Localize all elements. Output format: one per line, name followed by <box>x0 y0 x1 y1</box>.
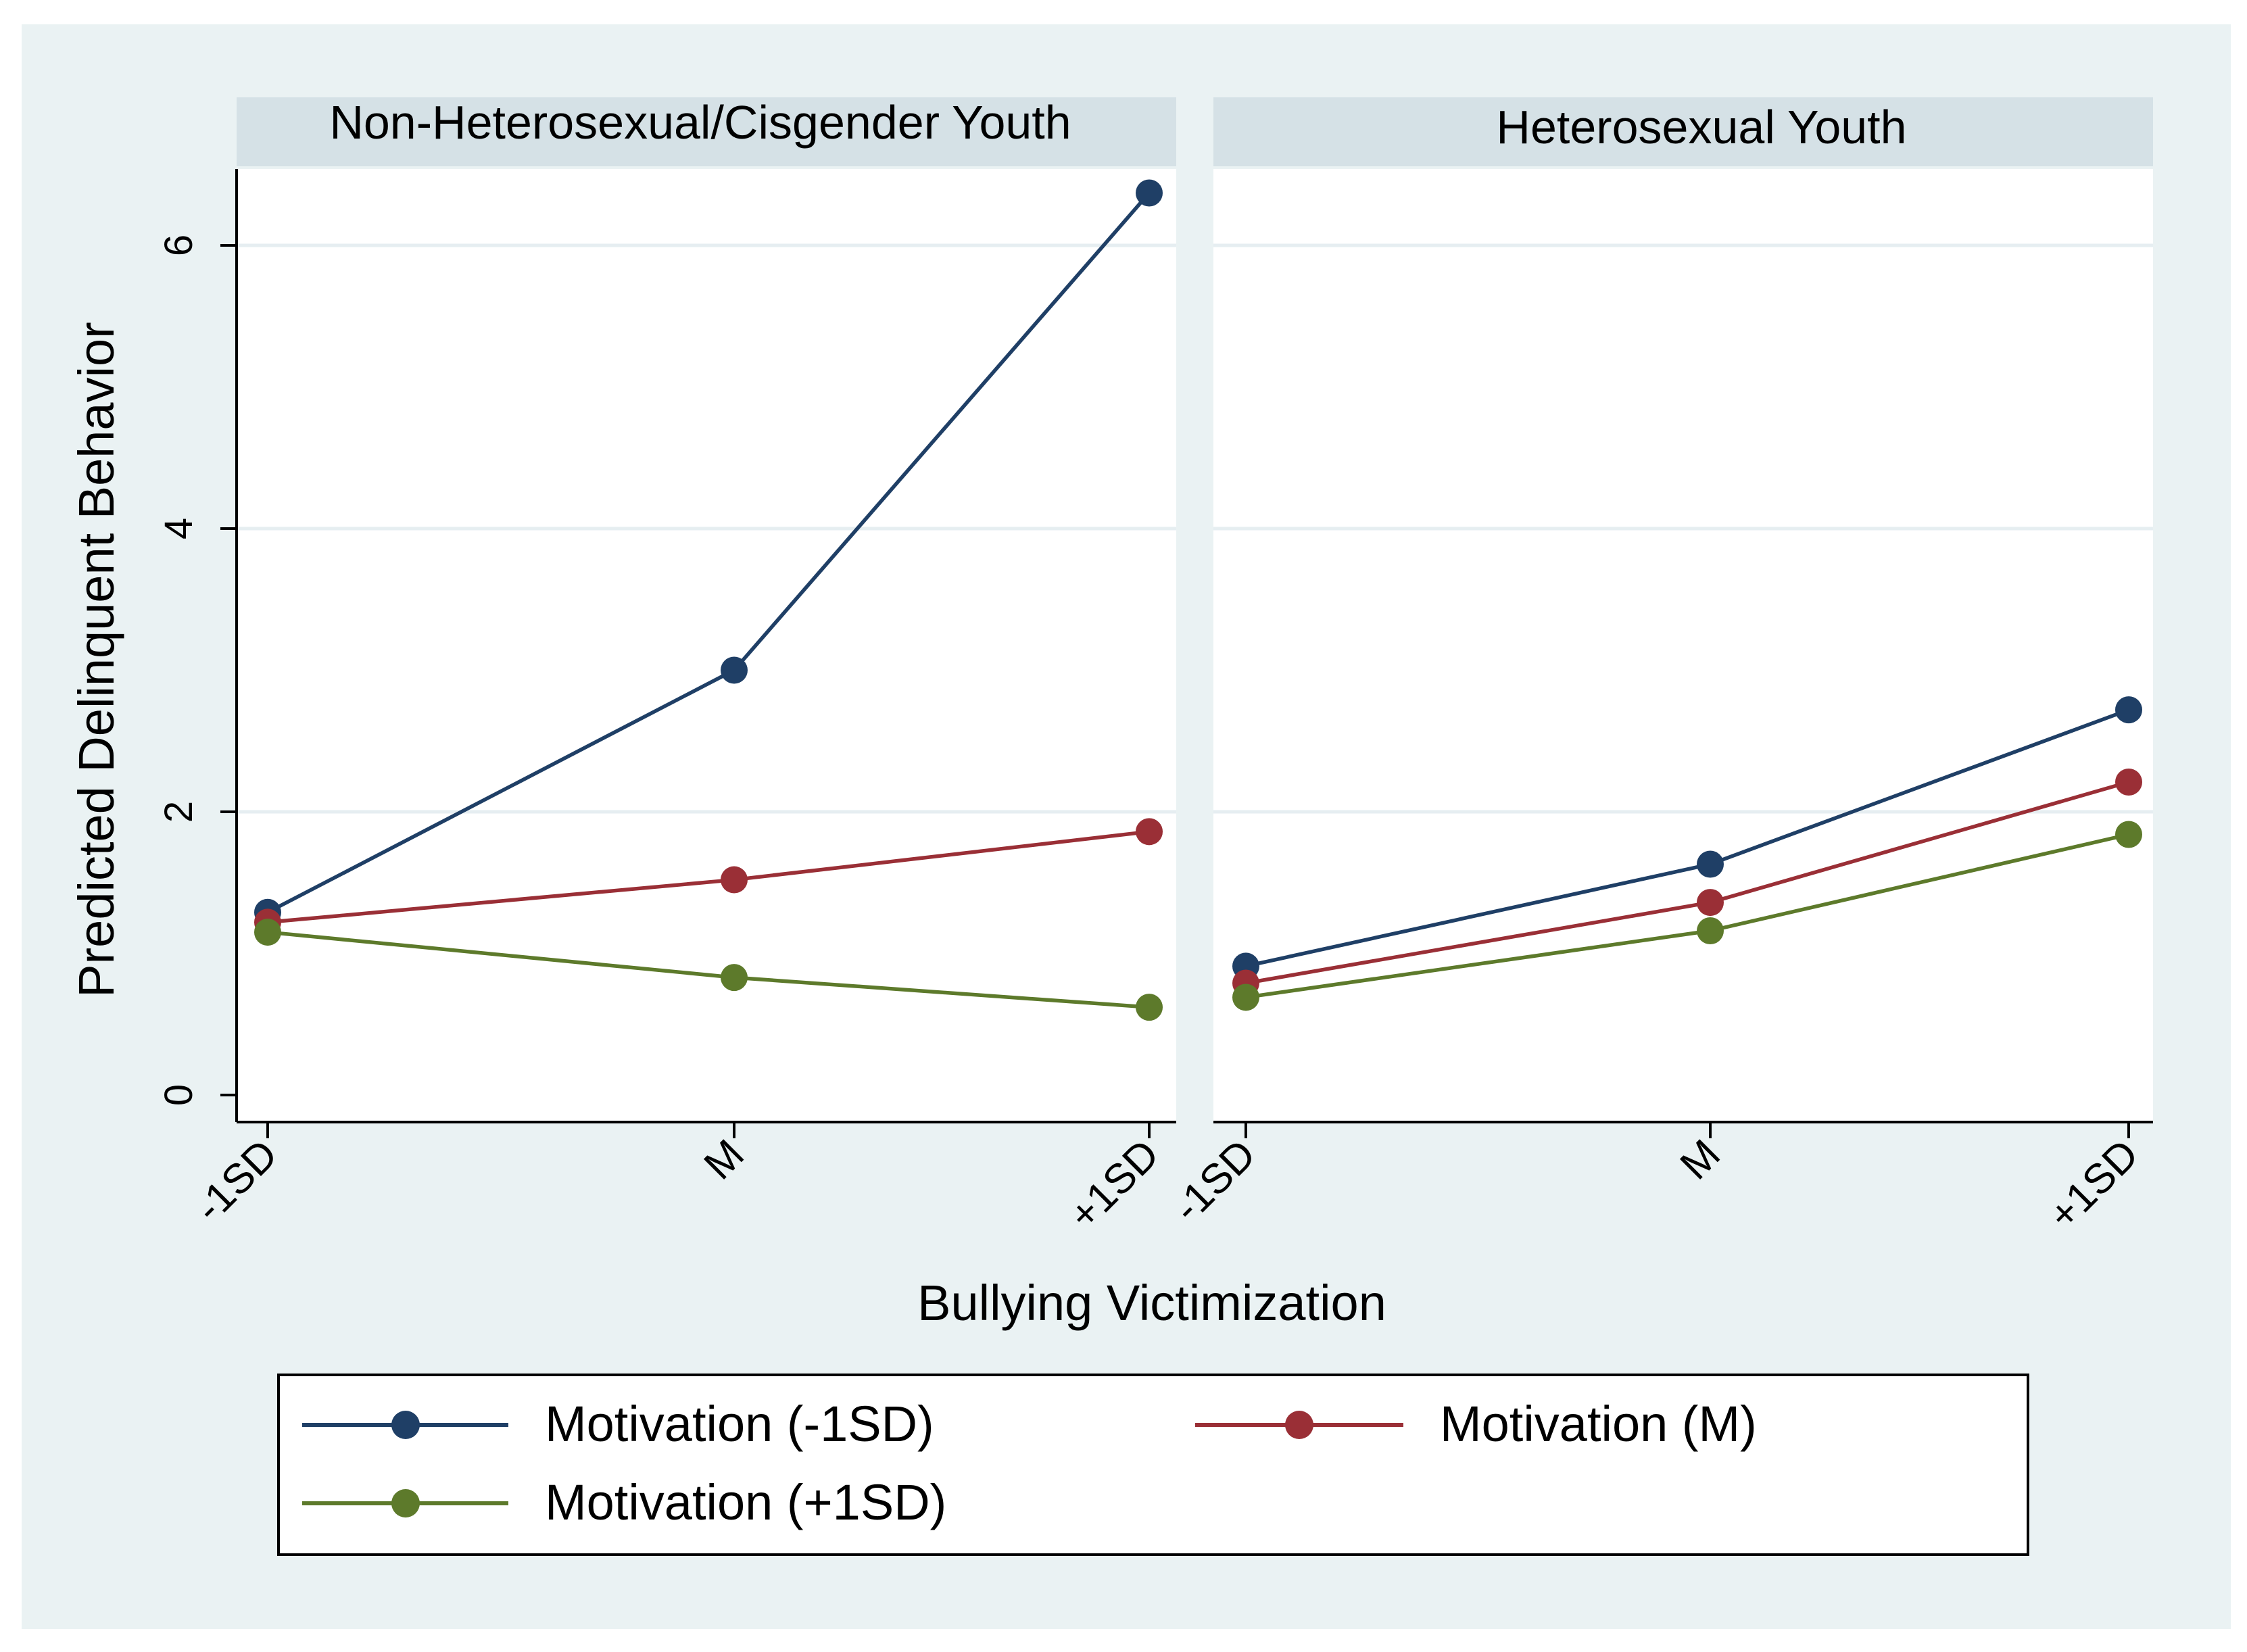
data-point-motivation-m <box>1697 889 1724 917</box>
gridlines <box>237 243 2153 814</box>
data-point-motivation-minus-1sd <box>2115 696 2142 724</box>
x-axis-title: Bullying Victimization <box>917 1275 1386 1331</box>
legend-item-motivation-m: Motivation (M) <box>1195 1396 1757 1452</box>
panel-right-plot-area <box>1213 169 2153 1122</box>
legend-item-motivation-minus-1sd: Motivation (-1SD) <box>302 1396 934 1452</box>
panel-left: Non-Heterosexual/Cisgender Youth <box>237 96 1176 1122</box>
legend-label: Motivation (-1SD) <box>545 1396 934 1452</box>
data-point-motivation-m <box>2115 769 2142 796</box>
panel-left-title: Non-Heterosexual/Cisgender Youth <box>329 96 1071 149</box>
panel-left-header <box>237 97 1176 166</box>
data-point-motivation-plus1sd <box>721 964 748 992</box>
legend-label: Motivation (+1SD) <box>545 1474 946 1530</box>
y-tick-label: 2 <box>157 801 201 823</box>
panel-right: Heterosexual Youth <box>1213 97 2153 1122</box>
legend: Motivation (-1SD) Motivation (M) Motivat… <box>277 1374 2029 1556</box>
y-tick-label: 0 <box>157 1084 201 1106</box>
y-axis-title: Predicted Delinquent Behavior <box>68 322 124 998</box>
legend-label: Motivation (M) <box>1440 1396 1757 1452</box>
data-point-motivation-minus-1sd <box>1136 179 1163 207</box>
data-point-motivation-minus-1sd <box>721 656 748 684</box>
data-point-motivation-m <box>721 866 748 894</box>
data-point-motivation-minus-1sd <box>1697 850 1724 878</box>
panel-right-title: Heterosexual Youth <box>1496 101 1906 153</box>
data-point-motivation-plus1sd <box>1136 994 1163 1021</box>
y-tick-label: 6 <box>157 235 201 256</box>
data-point-motivation-m <box>1136 818 1163 846</box>
legend-swatch-marker <box>1285 1411 1313 1439</box>
panel-left-plot-area <box>237 169 1176 1122</box>
legend-box <box>277 1374 2029 1556</box>
legend-swatch-marker <box>391 1411 420 1439</box>
data-point-motivation-plus1sd <box>2115 821 2142 848</box>
y-tick-label: 4 <box>157 518 201 539</box>
data-point-motivation-plus1sd <box>254 919 281 946</box>
legend-swatch-marker <box>391 1489 420 1517</box>
data-point-motivation-plus1sd <box>1697 917 1724 944</box>
series-layer <box>254 179 2142 1021</box>
legend-item-motivation-plus-1sd: Motivation (+1SD) <box>302 1474 946 1530</box>
data-point-motivation-plus1sd <box>1232 983 1259 1011</box>
panel-right-header <box>1213 97 2153 166</box>
panels: Non-Heterosexual/Cisgender Youth Heteros… <box>237 96 2153 1122</box>
